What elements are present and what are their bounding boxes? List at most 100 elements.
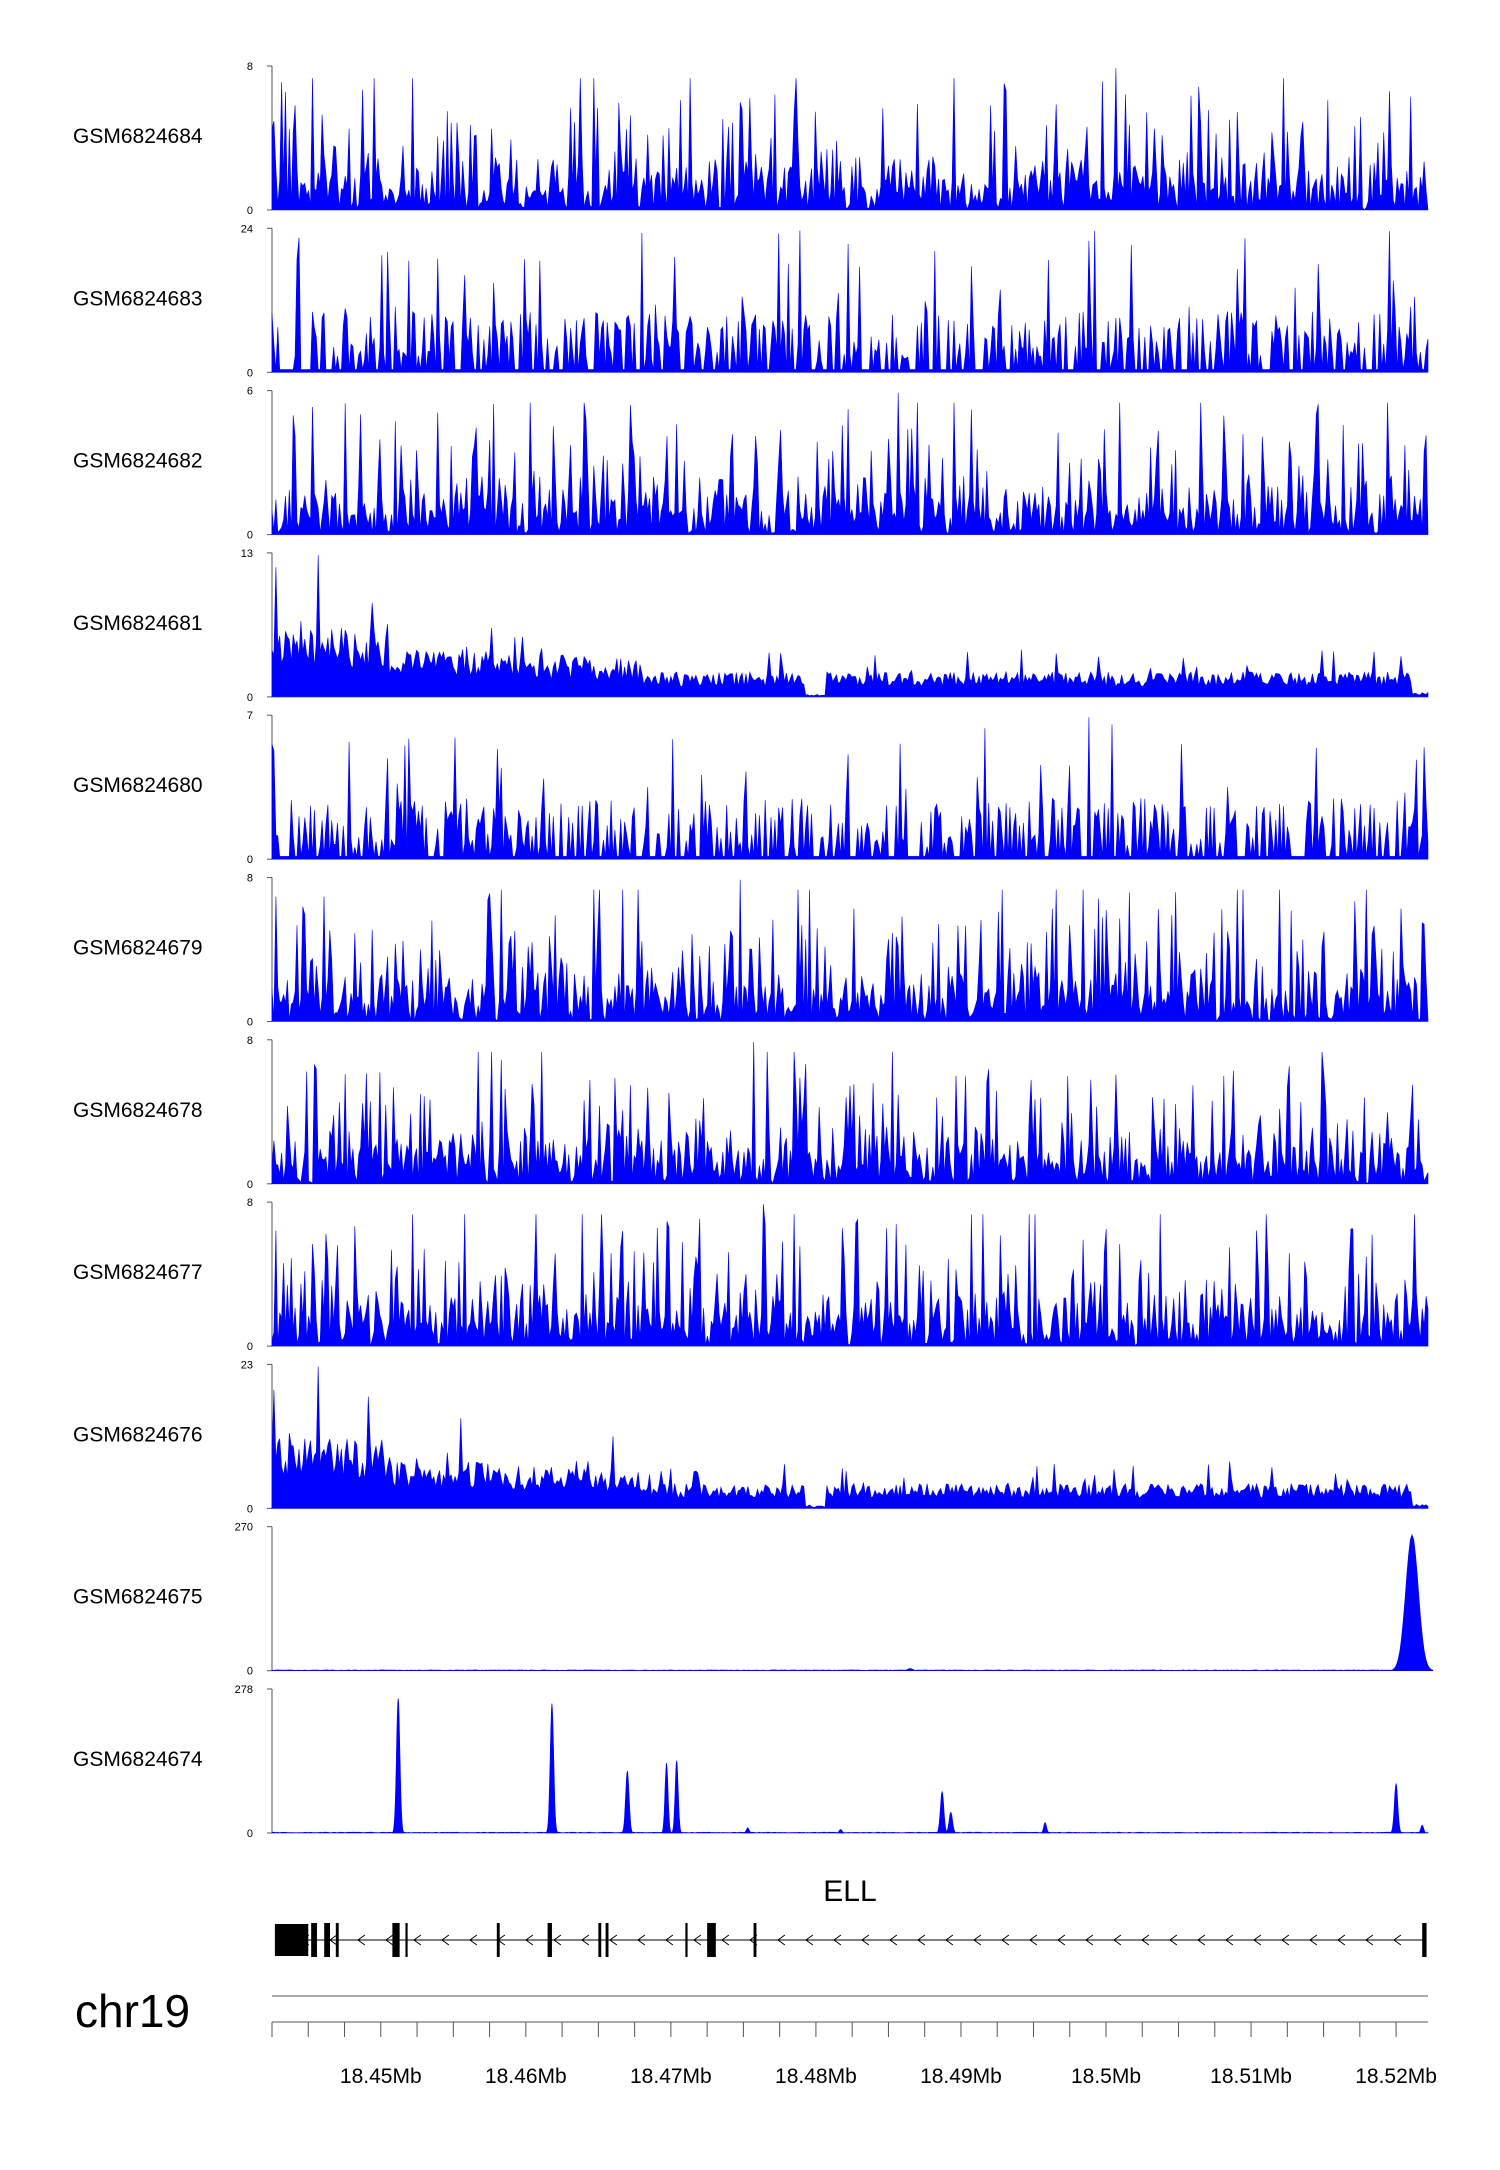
- strand-chevron: [693, 1934, 702, 1946]
- y-min-label: 0: [247, 1341, 253, 1353]
- signal-peak: [661, 1763, 672, 1834]
- exon: [311, 1923, 317, 1957]
- exon: [605, 1923, 609, 1957]
- y-min-label: 0: [247, 1503, 253, 1515]
- y-min-label: 0: [247, 205, 253, 217]
- strand-chevron: [1253, 1934, 1262, 1946]
- track-GSM6824678: GSM6824678 8 0: [73, 1035, 1429, 1191]
- strand-chevron: [833, 1934, 842, 1946]
- exon: [1422, 1923, 1427, 1957]
- track-GSM6824682: GSM6824682 6 0: [73, 386, 1429, 542]
- strand-chevron: [861, 1934, 870, 1946]
- track-GSM6824680: GSM6824680 7 0: [73, 710, 1429, 866]
- y-max-label: 270: [235, 1522, 253, 1534]
- y-min-label: 0: [247, 1828, 253, 1840]
- strand-chevron: [945, 1934, 954, 1946]
- track-GSM6824677: GSM6824677 8 0: [73, 1197, 1429, 1353]
- track-label: GSM6824678: [73, 1099, 203, 1122]
- signal-peak: [936, 1790, 949, 1834]
- strand-chevron: [1141, 1934, 1150, 1946]
- axis-tick-label: 18.51Mb: [1210, 2065, 1292, 2088]
- signal-area: [271, 879, 1429, 1022]
- strand-chevron: [1029, 1934, 1038, 1946]
- strand-chevron: [357, 1934, 366, 1946]
- axis-tick-label: 18.47Mb: [630, 2065, 712, 2088]
- axis-tick-label: 18.46Mb: [485, 2065, 567, 2088]
- track-GSM6824683: GSM6824683 24 0: [73, 223, 1429, 379]
- strand-chevron: [973, 1934, 982, 1946]
- genome-axis: chr19 18.45Mb 18.46Mb 18.47Mb 18.48Mb 18.49M…: [75, 1985, 1437, 2088]
- y-max-label: 23: [241, 1359, 253, 1371]
- strand-chevron: [665, 1934, 674, 1946]
- strand-chevron: [805, 1934, 814, 1946]
- track-label: GSM6824684: [73, 125, 203, 148]
- exon: [405, 1923, 408, 1957]
- exon: [685, 1923, 688, 1957]
- exon: [547, 1923, 552, 1957]
- signal-area: [271, 1831, 1429, 1834]
- signal-peak: [621, 1770, 634, 1834]
- signal-tracks: GSM682468480GSM6824683240GSM682468260GSM…: [73, 61, 1434, 1840]
- y-max-label: 24: [241, 223, 253, 235]
- y-max-label: 8: [247, 873, 253, 885]
- track-GSM6824684: GSM6824684 8 0: [73, 61, 1429, 217]
- track-GSM6824681: GSM6824681 13 0: [73, 548, 1429, 704]
- signal-peak: [671, 1760, 683, 1834]
- signal-peak: [1390, 1782, 1403, 1834]
- track-label: GSM6824676: [73, 1423, 203, 1446]
- signal-area: [271, 1366, 1429, 1509]
- y-min-label: 0: [247, 1017, 253, 1029]
- strand-chevron: [609, 1934, 618, 1946]
- strand-chevron: [777, 1934, 786, 1946]
- signal-area: [271, 1041, 1429, 1185]
- track-label: GSM6824675: [73, 1586, 203, 1609]
- axis-tick-label: 18.45Mb: [340, 2065, 422, 2088]
- signal-peak: [1040, 1822, 1050, 1834]
- strand-chevron: [525, 1934, 534, 1946]
- gene-name: ELL: [823, 1875, 876, 1908]
- strand-chevron: [889, 1934, 898, 1946]
- exon: [753, 1923, 757, 1957]
- track-label: GSM6824679: [73, 937, 203, 960]
- gene-track: ELL: [274, 1875, 1427, 1957]
- track-label: GSM6824680: [73, 774, 203, 797]
- strand-chevron: [1393, 1934, 1402, 1946]
- signal-area: [271, 555, 1429, 698]
- exon: [707, 1923, 716, 1957]
- y-max-label: 13: [241, 548, 253, 560]
- signal-peak: [392, 1698, 405, 1834]
- exon: [274, 1924, 309, 1956]
- signal-peak: [944, 1811, 957, 1834]
- signal-area: [271, 717, 1429, 860]
- axis-tick-label: 18.52Mb: [1355, 2065, 1437, 2088]
- exon: [496, 1923, 500, 1957]
- signal-peak: [1390, 1533, 1434, 1671]
- track-GSM6824675: GSM6824675 270 0: [73, 1522, 1434, 1678]
- track-GSM6824674: GSM6824674 278 0: [73, 1684, 1429, 1840]
- exon: [335, 1923, 339, 1957]
- exon: [392, 1923, 400, 1957]
- track-label: GSM6824682: [73, 450, 203, 473]
- axis-tick-label: 18.48Mb: [775, 2065, 857, 2088]
- signal-peak: [1417, 1824, 1428, 1834]
- strand-chevron: [469, 1934, 478, 1946]
- y-max-label: 8: [247, 1197, 253, 1209]
- signal-area: [271, 1204, 1429, 1347]
- track-label: GSM6824674: [73, 1748, 203, 1771]
- axis-tick-label: 18.49Mb: [920, 2065, 1002, 2088]
- track-label: GSM6824677: [73, 1261, 203, 1284]
- track-label: GSM6824681: [73, 612, 203, 635]
- signal-peak: [900, 1668, 920, 1671]
- strand-chevron: [581, 1934, 590, 1946]
- strand-chevron: [1057, 1934, 1066, 1946]
- exon: [598, 1923, 602, 1957]
- y-min-label: 0: [247, 1179, 253, 1191]
- signal-peak: [742, 1827, 753, 1834]
- track-label: GSM6824683: [73, 287, 203, 310]
- signal-area: [271, 230, 1429, 373]
- strand-chevron: [1365, 1934, 1374, 1946]
- strand-chevron: [917, 1934, 926, 1946]
- strand-chevron: [637, 1934, 646, 1946]
- signal-area: [271, 68, 1429, 211]
